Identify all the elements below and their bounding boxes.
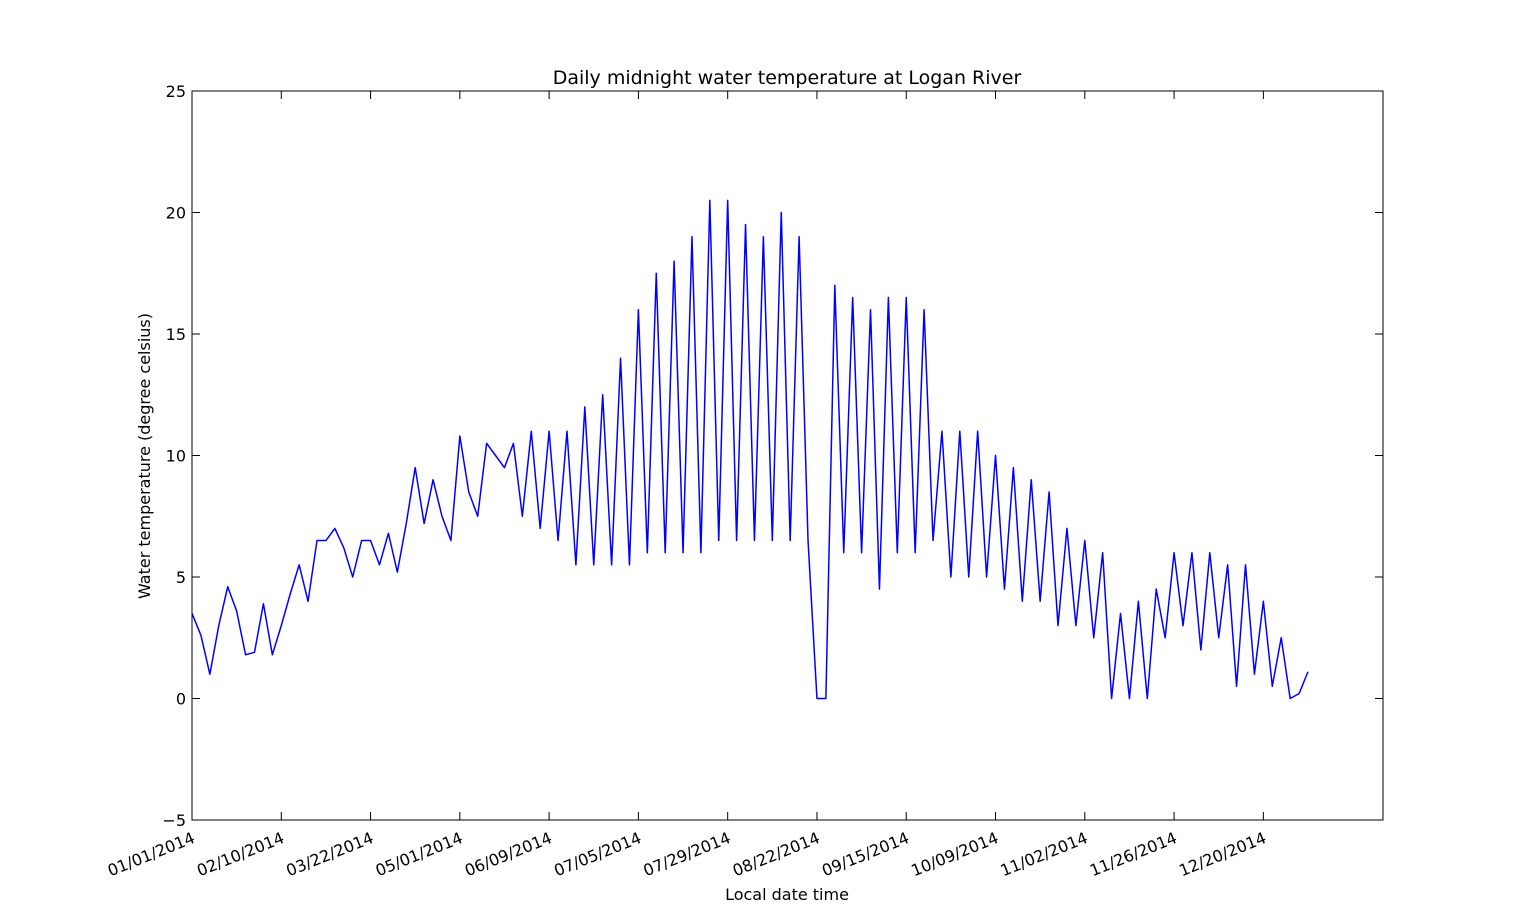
y-tick-label: 15 [166,325,186,344]
y-axis-label: Water temperature (degree celsius) [135,313,154,599]
plot-frame [191,90,1384,821]
chart-title: Daily midnight water temperature at Loga… [553,67,1022,89]
x-axis-label: Local date time [725,885,849,904]
y-tick-label: 25 [166,82,186,101]
data-line [191,199,1309,700]
y-tick-label: −5 [162,811,186,830]
y-tick-label: 0 [176,690,186,709]
y-tick-label: 5 [176,568,186,587]
y-tick-label: 20 [166,204,186,223]
y-tick-label: 10 [166,447,186,466]
